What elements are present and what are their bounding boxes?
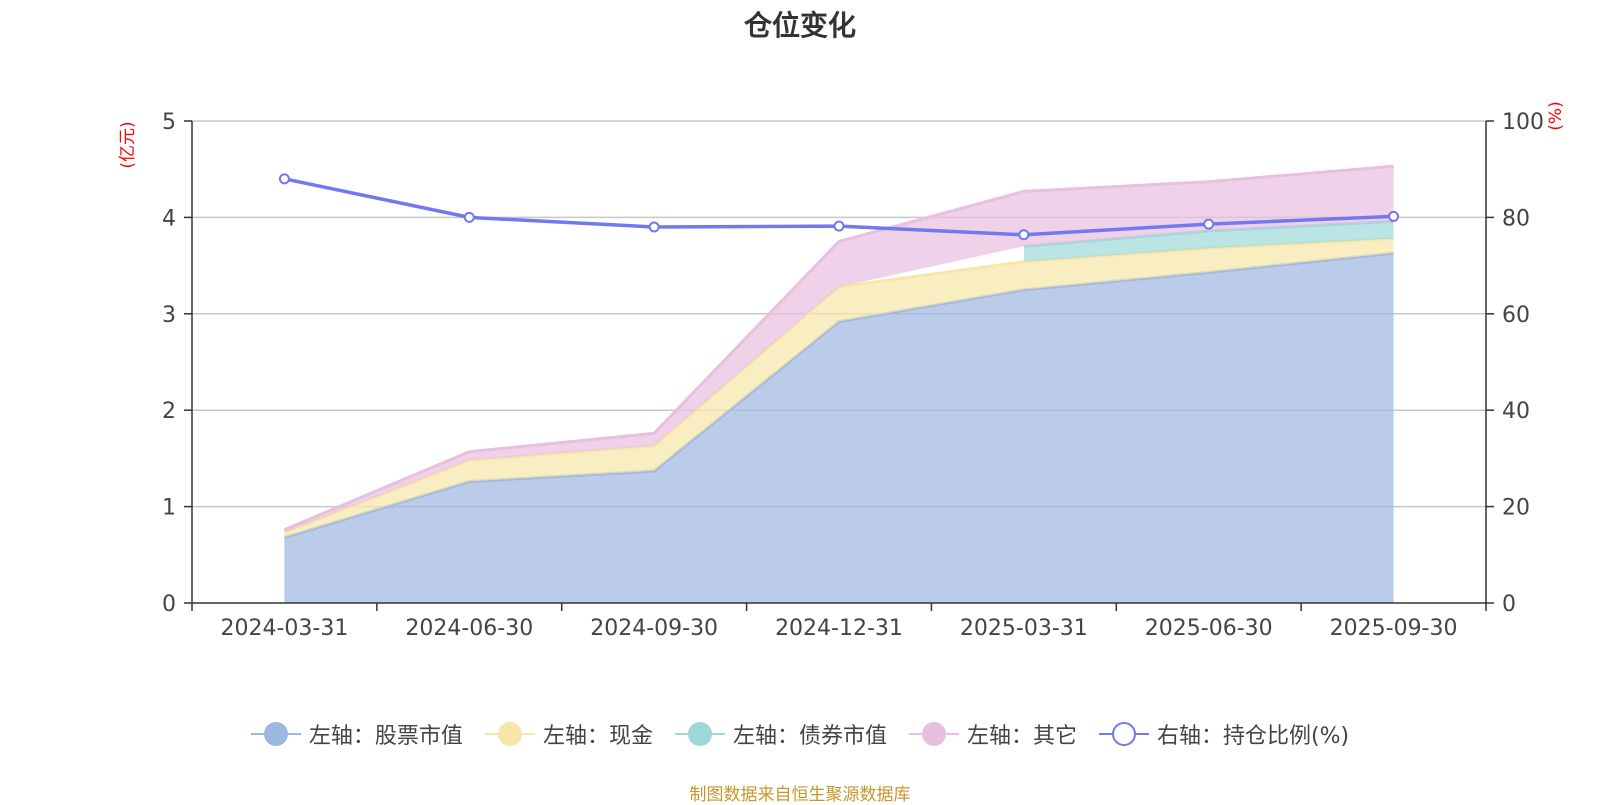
axes: 0 1 2 3 4 5 0 20 40 60 80 100 2024-03-31 2024-06-30 20… — [162, 110, 1544, 641]
x-tick-label: 2025-09-30 — [1330, 616, 1458, 641]
ratio-point — [1203, 218, 1215, 230]
x-tick-label: 2025-03-31 — [960, 616, 1088, 641]
ratio-line-series — [278, 173, 1400, 241]
legend-item[interactable]: 左轴：其它 — [908, 718, 1077, 750]
legend-label: 左轴：其它 — [966, 724, 1077, 749]
legend-dot-marker-icon — [484, 722, 535, 746]
legend-label: 右轴：持仓比例(%) — [1156, 724, 1350, 749]
left-tick-label: 3 — [162, 303, 176, 328]
right-tick-label: 80 — [1502, 206, 1530, 231]
right-axis-unit: (%) — [1546, 101, 1566, 130]
legend-item[interactable]: 左轴：股票市值 — [250, 718, 463, 750]
x-tick-label: 2024-12-31 — [775, 616, 903, 641]
legend-dot-marker-icon — [674, 722, 725, 746]
right-tick-label: 20 — [1502, 496, 1530, 521]
ratio-point — [1018, 229, 1030, 241]
x-tick-label: 2024-06-30 — [405, 616, 533, 641]
legend-dot-marker-icon — [250, 722, 301, 746]
legend-item[interactable]: 左轴：债券市值 — [674, 718, 887, 750]
ratio-point — [648, 221, 660, 233]
ratio-point — [463, 211, 475, 223]
source-note: 制图数据来自恒生聚源数据库 — [689, 785, 911, 805]
left-tick-label: 2 — [162, 399, 176, 424]
legend-dot-marker-icon — [908, 722, 959, 746]
right-tick-label: 100 — [1502, 110, 1544, 135]
left-tick-label: 0 — [162, 592, 176, 617]
right-tick-label: 0 — [1502, 592, 1516, 617]
x-tick-label: 2025-06-30 — [1145, 616, 1273, 641]
legend-label: 左轴：股票市值 — [308, 724, 463, 749]
legend-line-marker-icon — [1098, 722, 1149, 746]
left-axis-unit: (亿元) — [118, 121, 138, 168]
ratio-point — [833, 220, 845, 232]
area-series — [283, 164, 1394, 603]
area-fill-0 — [284, 253, 1394, 603]
left-tick-label: 4 — [162, 206, 176, 231]
x-tick-label: 2024-03-31 — [220, 616, 348, 641]
ratio-point — [1388, 210, 1400, 222]
legend-label: 左轴：债券市值 — [732, 724, 887, 749]
x-tick-label: 2024-09-30 — [590, 616, 718, 641]
right-tick-label: 60 — [1502, 303, 1530, 328]
area-fill-1 — [284, 238, 1394, 538]
legend-item[interactable]: 右轴：持仓比例(%) — [1098, 718, 1350, 750]
left-tick-label: 5 — [162, 110, 176, 135]
area-fill-2 — [1023, 221, 1394, 262]
ratio-point — [278, 173, 290, 185]
chart-title: 仓位变化 — [743, 9, 856, 42]
legend-item[interactable]: 左轴：现金 — [484, 718, 653, 750]
left-tick-label: 1 — [162, 496, 176, 521]
area-fill-3 — [284, 166, 1394, 533]
right-tick-label: 40 — [1502, 399, 1530, 424]
area-edge-3 — [283, 164, 1394, 532]
legend-label: 左轴：现金 — [542, 724, 653, 749]
legend: 左轴：股票市值 左轴：现金 左轴：债券市值 左轴：其它 右轴：持仓比例(%) — [0, 718, 1600, 750]
